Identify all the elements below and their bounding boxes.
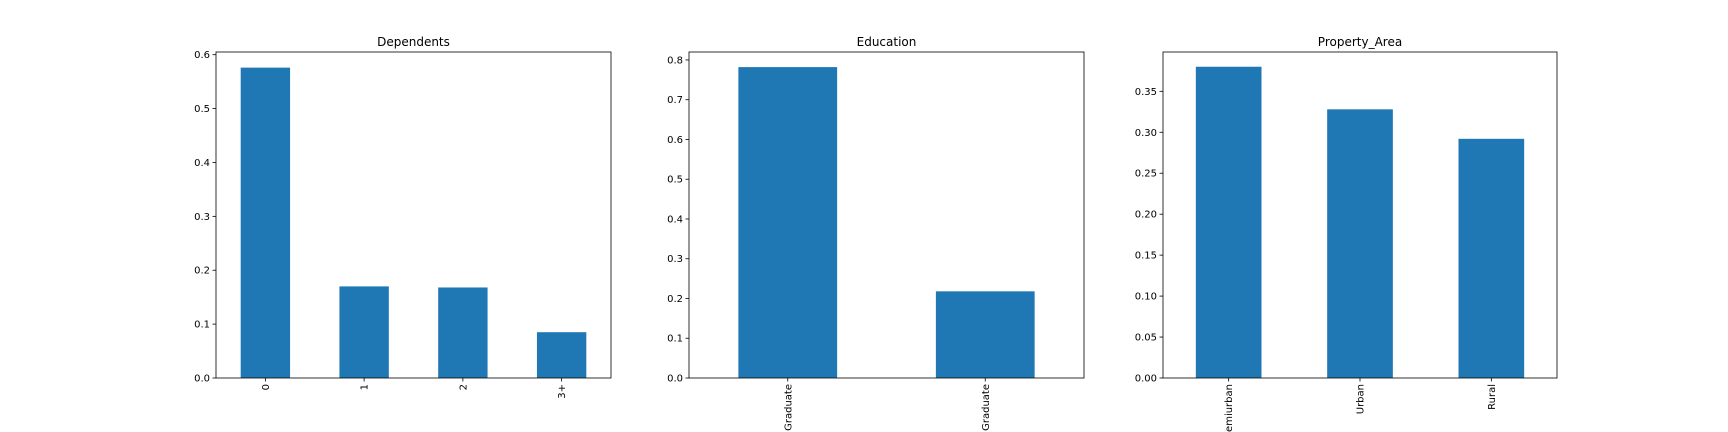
y-tick-label: 0.8 [667, 55, 683, 66]
chart-3: 0.00 0.05 0.10 0.15 0.20 0.25 0.30 0.35 Semiurba… [1135, 35, 1558, 432]
x-tick-label: Not Graduate [981, 384, 992, 432]
x-tick-label: Urban [1356, 384, 1367, 414]
y-tick-label: 0.4 [194, 158, 210, 169]
bar [935, 291, 1035, 378]
y-tick-label: 0.6 [194, 50, 210, 61]
x-tick-label: 3+ [557, 384, 568, 399]
y-tick-label: 0.2 [194, 266, 210, 277]
y-tick-label: 0.5 [667, 175, 683, 186]
bar [240, 67, 291, 378]
y-tick-label: 0.2 [667, 294, 683, 305]
x-tick-label: Semiurban [1224, 384, 1235, 432]
y-tick-label: 0.4 [667, 214, 683, 225]
x-tick-label: 2 [458, 384, 469, 390]
y-tick-label: 0.15 [1135, 251, 1157, 262]
y-tick-label: 0.7 [667, 95, 683, 106]
axes-frame [215, 51, 612, 379]
x-tick-label: Graduate [783, 384, 794, 431]
bar [1458, 138, 1525, 378]
bar [536, 332, 587, 378]
bar [1327, 109, 1393, 378]
x-tick-label: Rural [1487, 384, 1498, 410]
y-tick-label: 0.5 [194, 104, 210, 115]
y-tick-label: 0.00 [1135, 374, 1157, 385]
y-tick-label: 0.3 [194, 212, 210, 223]
y-tick-label: 0.20 [1135, 210, 1157, 221]
y-tick-label: 0.3 [667, 254, 683, 265]
y-tick-label: 0.1 [667, 334, 683, 345]
y-tick-label: 0.35 [1135, 87, 1157, 98]
chart-2: 0.0 0.1 0.2 0.3 0.4 0.5 0.6 0.7 0.8 Graduate Not G… [667, 35, 1085, 432]
chart-title: Education [857, 35, 917, 49]
y-tick-label: 0.1 [194, 320, 210, 331]
y-tick-label: 0.0 [667, 374, 683, 385]
y-tick-label: 0.0 [194, 374, 210, 385]
y-tick-label: 0.10 [1135, 292, 1157, 303]
chart-1: 0.0 0.1 0.2 0.3 0.4 0.5 0.6 0 1 2 3+ Dependents [194, 35, 612, 399]
bar [339, 286, 389, 378]
bar [1195, 66, 1262, 379]
y-tick-label: 0.6 [667, 135, 683, 146]
y-tick-label: 0.30 [1135, 128, 1157, 139]
y-tick-label: 0.25 [1135, 169, 1157, 180]
bar [438, 287, 488, 378]
x-tick-label: 1 [360, 384, 371, 390]
axes-frame [688, 51, 1085, 379]
chart-title: Dependents [377, 35, 450, 49]
bar [738, 67, 838, 379]
x-tick-label: 0 [261, 384, 272, 390]
y-tick-label: 0.05 [1135, 333, 1157, 344]
chart-title: Property_Area [1318, 35, 1402, 49]
